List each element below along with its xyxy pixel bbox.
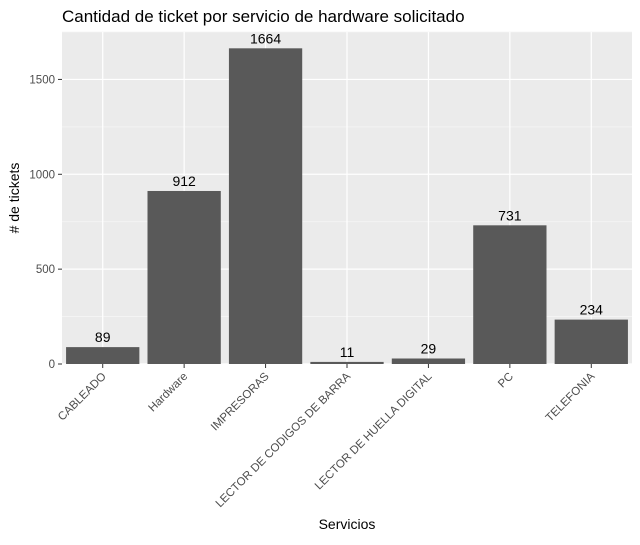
y-tick-label: 1000 (29, 169, 55, 181)
x-tick-label: LECTOR DE CODIGOS DE BARRA (214, 370, 354, 510)
chart-title: Cantidad de ticket por servicio de hardw… (62, 7, 465, 26)
bar-value-label: 912 (172, 173, 196, 189)
bar-value-label: 89 (95, 329, 111, 345)
bar (473, 225, 547, 364)
x-axis-title: Servicios (319, 516, 376, 532)
bar (310, 361, 384, 364)
bar-value-label: 234 (580, 302, 604, 318)
x-tick-label: IMPRESORAS (209, 370, 272, 433)
y-axis-title: # de tickets (6, 163, 22, 234)
x-tick-label: CABLEADO (56, 371, 109, 424)
x-tick-label: PC (496, 371, 516, 391)
bar-value-label: 1664 (250, 30, 281, 46)
bar (66, 347, 140, 364)
bar-value-label: 731 (498, 207, 522, 223)
bar (228, 48, 303, 364)
bar (391, 358, 466, 364)
y-tick-label: 0 (49, 359, 55, 371)
y-axis-ticks: 0 500 1000 1500 (29, 74, 62, 371)
y-tick-label: 500 (36, 264, 55, 276)
bar-value-label: 29 (421, 340, 437, 356)
bar (554, 319, 628, 364)
x-tick-label: Hardware (147, 371, 191, 415)
bar (147, 190, 221, 364)
bars (66, 48, 628, 364)
data-labels: 89 912 1664 11 29 731 234 (95, 30, 603, 360)
y-tick-label: 1500 (29, 74, 55, 86)
bar-value-label: 11 (340, 344, 355, 360)
x-tick-label: TELEFONIA (544, 370, 598, 424)
